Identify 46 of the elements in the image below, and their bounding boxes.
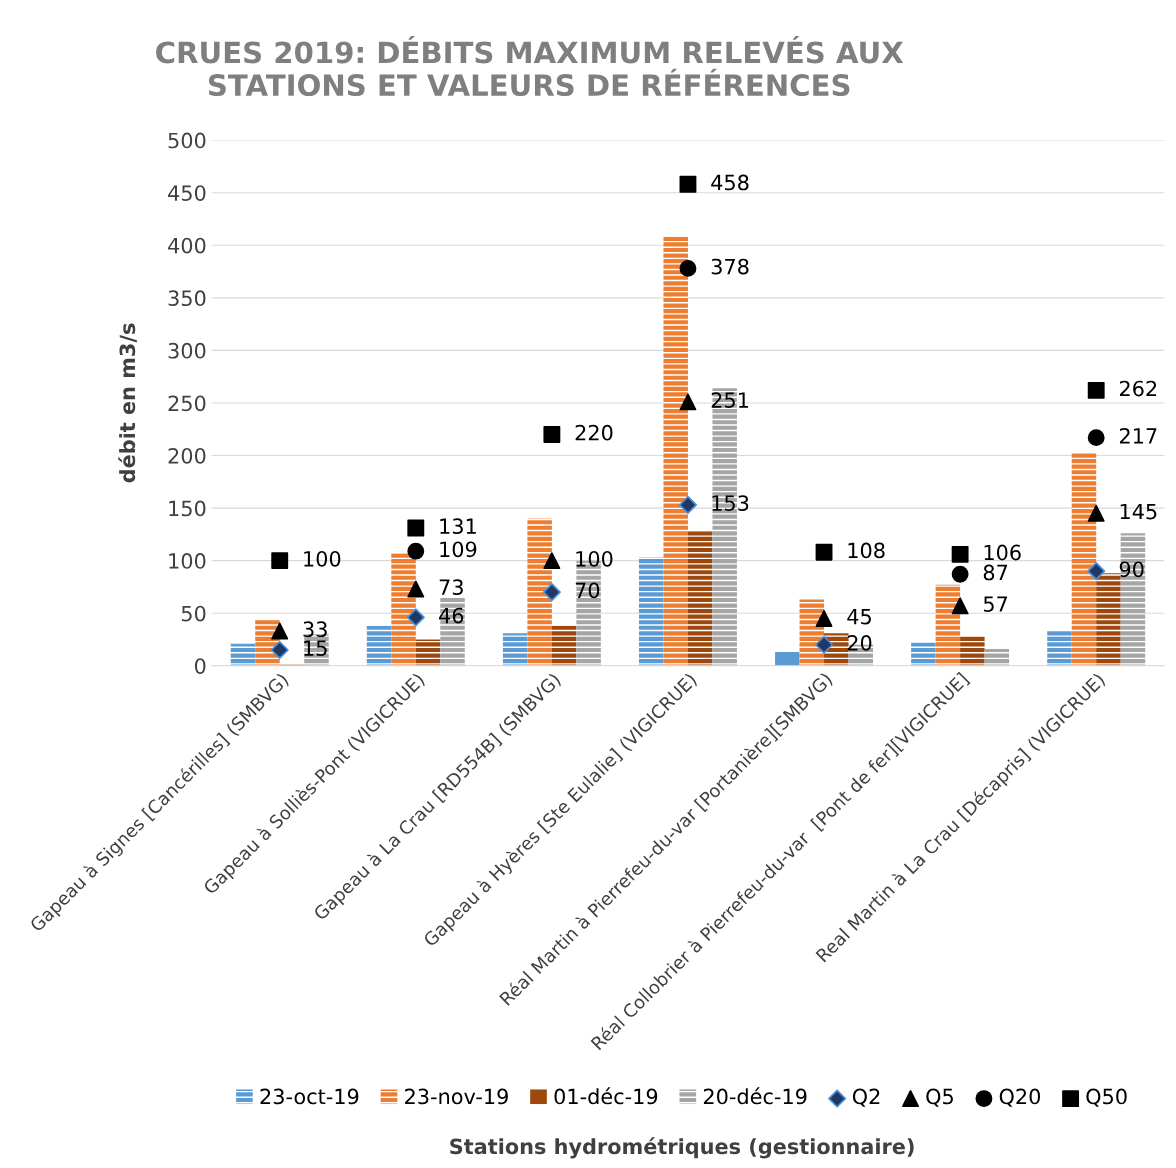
y-tick-label: 100	[169, 553, 206, 569]
y-tick-label: 350	[168, 290, 206, 307]
y-axis-title: débit en m3/s	[118, 323, 137, 483]
y-tick-label: 0	[194, 658, 206, 674]
data-label: 73	[439, 579, 463, 596]
data-label: 100	[576, 550, 613, 567]
data-label: 109	[440, 541, 477, 558]
data-label: 145	[1120, 503, 1157, 520]
data-label: 251	[711, 392, 749, 408]
y-tick-label: 250	[168, 395, 206, 412]
data-label: 15	[304, 640, 327, 657]
data-label: 458	[711, 174, 749, 191]
data-label: 100	[304, 550, 341, 567]
y-tick-label: 150	[169, 500, 206, 517]
data-label: 33	[303, 621, 327, 638]
legend-label: 23-nov-19	[405, 1088, 508, 1105]
x-axis-title: Stations hydrométriques (gestionnaire)	[450, 1137, 914, 1159]
legend-label: 01-déc-19	[554, 1087, 658, 1105]
data-label: 45	[847, 609, 871, 625]
data-label: 378	[711, 258, 749, 275]
data-label: 70	[575, 582, 600, 599]
legend-label: Q5	[926, 1088, 953, 1107]
data-label: 220	[575, 424, 613, 441]
data-label: 131	[440, 518, 476, 535]
legend-label: 20-déc-19	[703, 1087, 807, 1105]
data-label: 46	[439, 607, 464, 624]
legend-label: Q2	[852, 1088, 880, 1107]
data-label: 217	[1119, 427, 1157, 444]
chart-title: CRUES 2019: DÉBITS MAXIMUM RELEVÉS AUX STATIONS ET VALEURS DE RÉFÉRENCES	[156, 36, 904, 97]
data-label: 262	[1119, 380, 1157, 397]
legend-label: Q20	[999, 1088, 1041, 1107]
y-tick-label: 500	[168, 132, 206, 149]
data-label: 108	[848, 542, 885, 559]
data-label: 106	[984, 544, 1021, 561]
data-label: 153	[712, 495, 749, 511]
data-label: 57	[983, 596, 1008, 612]
y-tick-label: 400	[168, 237, 206, 254]
data-label: 87	[983, 564, 1008, 581]
legend-label: Q50	[1086, 1088, 1127, 1107]
y-tick-label: 200	[168, 447, 206, 464]
y-tick-label: 50	[181, 605, 206, 622]
y-tick-label: 450	[168, 185, 206, 201]
data-label: 20	[847, 635, 872, 651]
y-tick-label: 300	[168, 342, 206, 359]
legend-label: 23-oct-19	[260, 1088, 359, 1105]
data-label: 90	[1119, 561, 1144, 578]
